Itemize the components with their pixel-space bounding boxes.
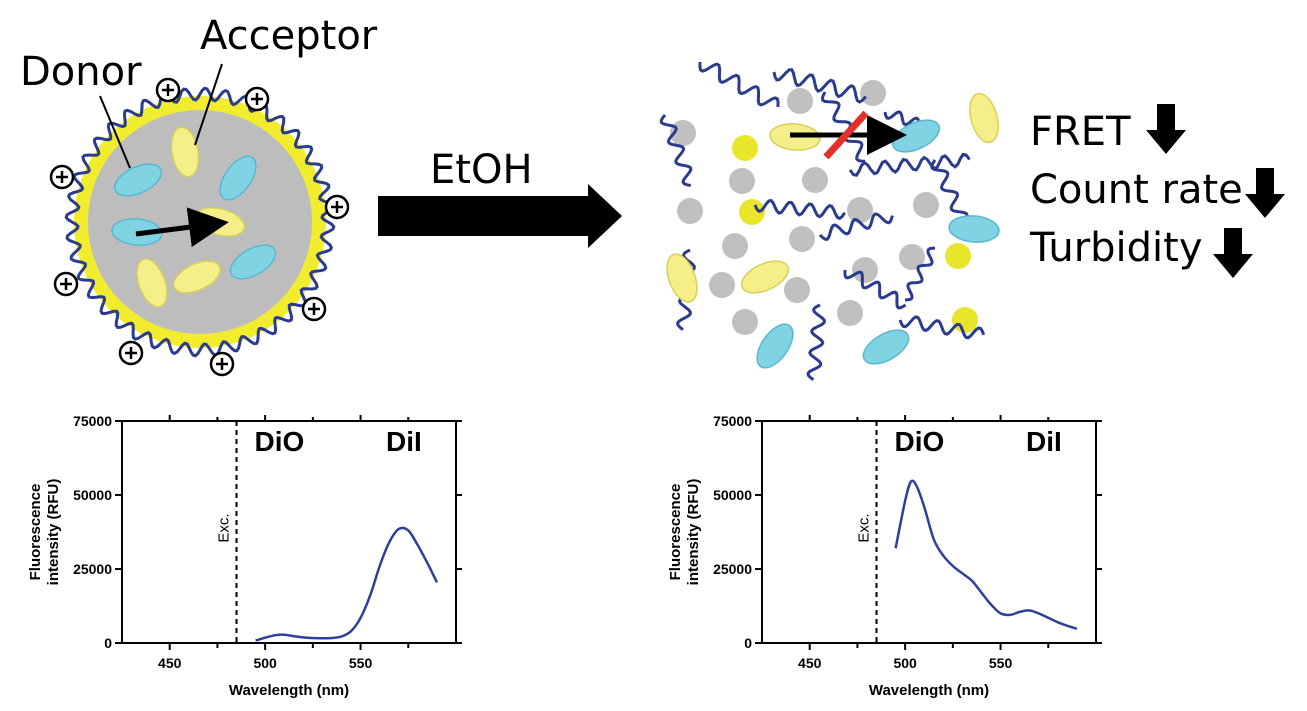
y-axis-label-line2: intensity (RFU) [685,479,702,586]
acceptor-dye [170,126,200,178]
down-arrow-icon [1213,228,1253,278]
dii-label: DiI [1026,426,1062,457]
donor-dye [113,163,163,197]
fret-label: FRET [1030,109,1131,155]
plot-frame [121,420,457,644]
polymer-chain [818,212,894,241]
acceptor-leader-line [194,63,223,146]
released-core-molecule [722,233,748,259]
emission-spectrum-line [894,479,1078,630]
polymer-chain [848,152,971,177]
x-tick-label: 450 [158,655,182,671]
dio-label: DiO [255,426,305,457]
polymer-chain [753,199,846,221]
polymer-chain [806,303,826,381]
released-core-molecule [899,244,925,270]
acceptor-dye [969,92,999,144]
plot-frame [761,420,1097,644]
y-tick-label: 50000 [713,487,752,503]
excitation-label: Exc. [856,513,873,542]
released-core-molecule [802,167,828,193]
released-core-molecule [732,309,758,335]
released-core-molecule [729,168,755,194]
acceptor-dye [740,260,790,294]
polymer-chain [904,246,936,302]
y-tick-label: 0 [104,635,112,651]
donor-dye [756,323,794,369]
y-tick-label: 75000 [73,413,112,429]
released-core-molecule [709,272,735,298]
polymer-chain [659,114,693,187]
donor-dye [948,215,1000,243]
y-axis-label: Fluorescence [667,484,684,581]
dio-label: DiO [895,426,945,457]
polymer-chain [698,61,780,108]
x-axis-label: Wavelength (nm) [229,682,349,699]
donor-dye [891,119,941,153]
down-arrow-icon [1146,104,1186,154]
released-core-molecule [789,226,815,252]
released-core-molecule [847,197,873,223]
polymer-chain [772,68,867,104]
polymer-chain [843,269,907,310]
decrease-arrows [1146,104,1285,278]
fret-blocked-bar [823,110,869,160]
acceptor-dye [172,260,222,294]
released-core-molecule [677,198,703,224]
yellow-dot [945,243,971,269]
x-tick-label: 450 [798,655,822,671]
polymer-chain [898,315,986,340]
yellow-dot [732,135,758,161]
donor-dye [219,155,257,201]
acceptor-label: Acceptor [200,13,378,59]
x-axis-label: Wavelength (nm) [869,682,989,699]
nanoparticle-left [49,63,350,377]
released-core-molecule [860,80,886,106]
disassembled-particle [659,61,1000,381]
y-axis-label: Fluorescence [27,484,44,581]
excitation-label: Exc. [216,513,233,542]
x-tick-label: 500 [253,655,277,671]
y-tick-label: 25000 [73,561,112,577]
donor-dye [862,329,910,365]
dii-label: DiI [386,426,422,457]
y-tick-label: 0 [744,635,752,651]
released-core-molecule [852,257,878,283]
emission-spectrum-line [255,526,439,642]
turbidity-label: Turbidity [1030,225,1203,271]
yellow-dot [739,199,765,225]
donor-leader-line [99,95,131,169]
released-core-molecule [837,300,863,326]
y-tick-label: 50000 [73,487,112,503]
acceptor-dye [136,258,168,308]
y-tick-label: 75000 [713,413,752,429]
donor-label: Donor [20,49,142,95]
solvent-label: EtOH [430,147,533,193]
released-core-molecule [787,88,813,114]
y-tick-label: 25000 [713,561,752,577]
yellow-dot [952,307,978,333]
x-tick-label: 500 [893,655,917,671]
released-core-molecule [913,192,939,218]
x-tick-label: 550 [989,655,1013,671]
down-arrow-icon [1245,168,1285,218]
polymer-chain [820,91,866,163]
fret-arrow [135,207,229,248]
donor-dye [229,244,277,280]
count-rate-label: Count rate [1030,167,1243,213]
reaction-arrow [378,184,622,248]
x-tick-label: 550 [349,655,373,671]
released-core-molecule [784,277,810,303]
acceptor-dye [666,253,698,303]
y-axis-label-line2: intensity (RFU) [45,479,62,586]
